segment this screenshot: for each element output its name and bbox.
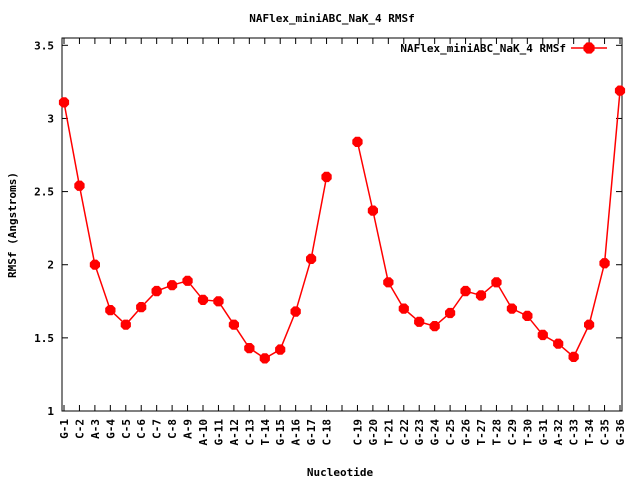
data-point xyxy=(614,85,626,96)
legend-label: NAFlex_miniABC_NaK_4 RMSf xyxy=(400,42,566,55)
x-tick-label: A-32 xyxy=(552,419,565,446)
x-tick-label: A-12 xyxy=(228,419,241,446)
x-tick-label: G-4 xyxy=(104,419,117,439)
series-layer xyxy=(58,85,626,364)
x-tick-label: C-22 xyxy=(398,419,411,446)
data-point xyxy=(120,319,131,330)
series-line xyxy=(356,90,621,359)
x-tick-label: C-19 xyxy=(351,419,364,446)
legend: NAFlex_miniABC_NaK_4 RMSf xyxy=(400,42,607,55)
data-point xyxy=(599,258,610,269)
data-point xyxy=(398,303,409,314)
data-point xyxy=(445,307,456,319)
x-tick-label: A-3 xyxy=(89,419,102,439)
x-tick-label: C-5 xyxy=(120,419,133,439)
x-tick-label: C-35 xyxy=(599,419,612,446)
x-tick-label: T-28 xyxy=(490,419,503,446)
data-point xyxy=(151,285,162,297)
data-point xyxy=(197,294,209,305)
x-tick-label: A-10 xyxy=(197,419,210,446)
chart-title: NAFlex_miniABC_NaK_4 RMSf xyxy=(249,12,415,25)
data-point xyxy=(74,180,85,191)
data-point xyxy=(228,319,239,330)
data-point xyxy=(89,259,100,270)
data-point xyxy=(352,136,363,147)
data-point xyxy=(136,302,147,313)
x-tick-label: C-7 xyxy=(151,419,164,439)
data-point xyxy=(182,275,193,286)
y-axis-label: RMSf (Angstroms) xyxy=(6,172,19,278)
x-tick-label: C-8 xyxy=(166,419,179,439)
x-tick-label: G-26 xyxy=(460,419,473,446)
x-tick-label: T-30 xyxy=(521,419,534,446)
data-point xyxy=(506,303,517,314)
data-point xyxy=(213,296,224,307)
x-tick-label: T-14 xyxy=(259,419,272,446)
data-point xyxy=(321,171,332,183)
data-point xyxy=(367,205,378,216)
data-point xyxy=(290,306,301,317)
x-tick-label: G-31 xyxy=(537,419,550,446)
series-line xyxy=(63,102,328,360)
data-point xyxy=(275,344,286,355)
data-point xyxy=(522,310,533,321)
data-point xyxy=(584,319,595,330)
y-tick-label: 2 xyxy=(47,259,54,272)
plot-frame xyxy=(61,37,623,412)
y-tick-label: 2.5 xyxy=(34,186,54,199)
data-point xyxy=(58,97,70,108)
x-tick-label: G-24 xyxy=(429,419,442,446)
x-tick-label: C-18 xyxy=(321,419,334,446)
x-axis-label: Nucleotide xyxy=(307,466,374,479)
data-point xyxy=(383,277,394,288)
x-tick-label: T-21 xyxy=(382,419,395,446)
y-axis: 1 1.5 2 2.5 3 3.5 xyxy=(34,39,622,418)
y-tick-label: 3.5 xyxy=(34,39,54,52)
x-tick-label: G-36 xyxy=(614,419,627,446)
x-tick-label: C-2 xyxy=(73,419,86,439)
x-tick-label: T-34 xyxy=(583,419,596,446)
data-point xyxy=(553,338,564,349)
data-point xyxy=(537,329,548,341)
x-tick-label: T-27 xyxy=(475,419,488,446)
data-point xyxy=(429,321,440,332)
data-point xyxy=(491,277,502,288)
x-tick-label: C-25 xyxy=(444,419,457,446)
legend-marker-swatch xyxy=(583,42,595,54)
data-point xyxy=(105,305,116,316)
x-tick-label: C-29 xyxy=(506,419,519,446)
x-tick-label: G-23 xyxy=(413,419,426,446)
data-point xyxy=(306,253,317,264)
data-point xyxy=(568,351,579,362)
x-tick-label: A-16 xyxy=(290,419,303,446)
x-tick-label: G-17 xyxy=(305,419,318,446)
x-tick-label: C-6 xyxy=(135,419,148,439)
data-point xyxy=(259,353,270,364)
x-tick-label: G-1 xyxy=(58,419,71,439)
x-axis: G-1 C-2 A-3 G-4 C-5 C-6 C-7 C-8 A-9 A-10 G-11 A-12 C… xyxy=(58,38,627,446)
x-tick-label: C-33 xyxy=(568,419,581,446)
x-tick-label: A-9 xyxy=(182,419,195,439)
x-tick-label: G-20 xyxy=(367,419,380,446)
data-point xyxy=(414,316,425,327)
y-tick-label: 1 xyxy=(47,405,54,418)
data-point xyxy=(475,290,487,301)
data-point xyxy=(460,285,471,297)
y-tick-label: 1.5 xyxy=(34,332,54,345)
x-tick-label: G-11 xyxy=(212,419,225,446)
data-point xyxy=(167,280,178,291)
y-tick-label: 3 xyxy=(47,112,54,125)
data-point xyxy=(244,343,255,354)
x-tick-label: G-15 xyxy=(274,419,287,446)
x-tick-label: C-13 xyxy=(243,419,256,446)
